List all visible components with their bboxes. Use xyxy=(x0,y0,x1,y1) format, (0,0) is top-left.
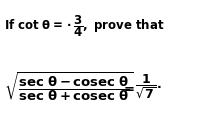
Text: $\dfrac{\mathbf{1}}{\mathbf{\sqrt{7}}}$$\mathbf{.}$: $\dfrac{\mathbf{1}}{\mathbf{\sqrt{7}}}$$… xyxy=(135,73,162,101)
Text: $\mathbf{If\ cot\ \theta = \cdot\dfrac{3}{4},\ prove\ that}$: $\mathbf{If\ cot\ \theta = \cdot\dfrac{3… xyxy=(4,14,165,39)
Text: $\mathbf{=}$: $\mathbf{=}$ xyxy=(121,81,135,94)
Text: $\sqrt{\dfrac{\mathbf{sec\ \theta - cosec\ \theta}}{\mathbf{sec\ \theta + cosec\: $\sqrt{\dfrac{\mathbf{sec\ \theta - cose… xyxy=(4,71,133,104)
